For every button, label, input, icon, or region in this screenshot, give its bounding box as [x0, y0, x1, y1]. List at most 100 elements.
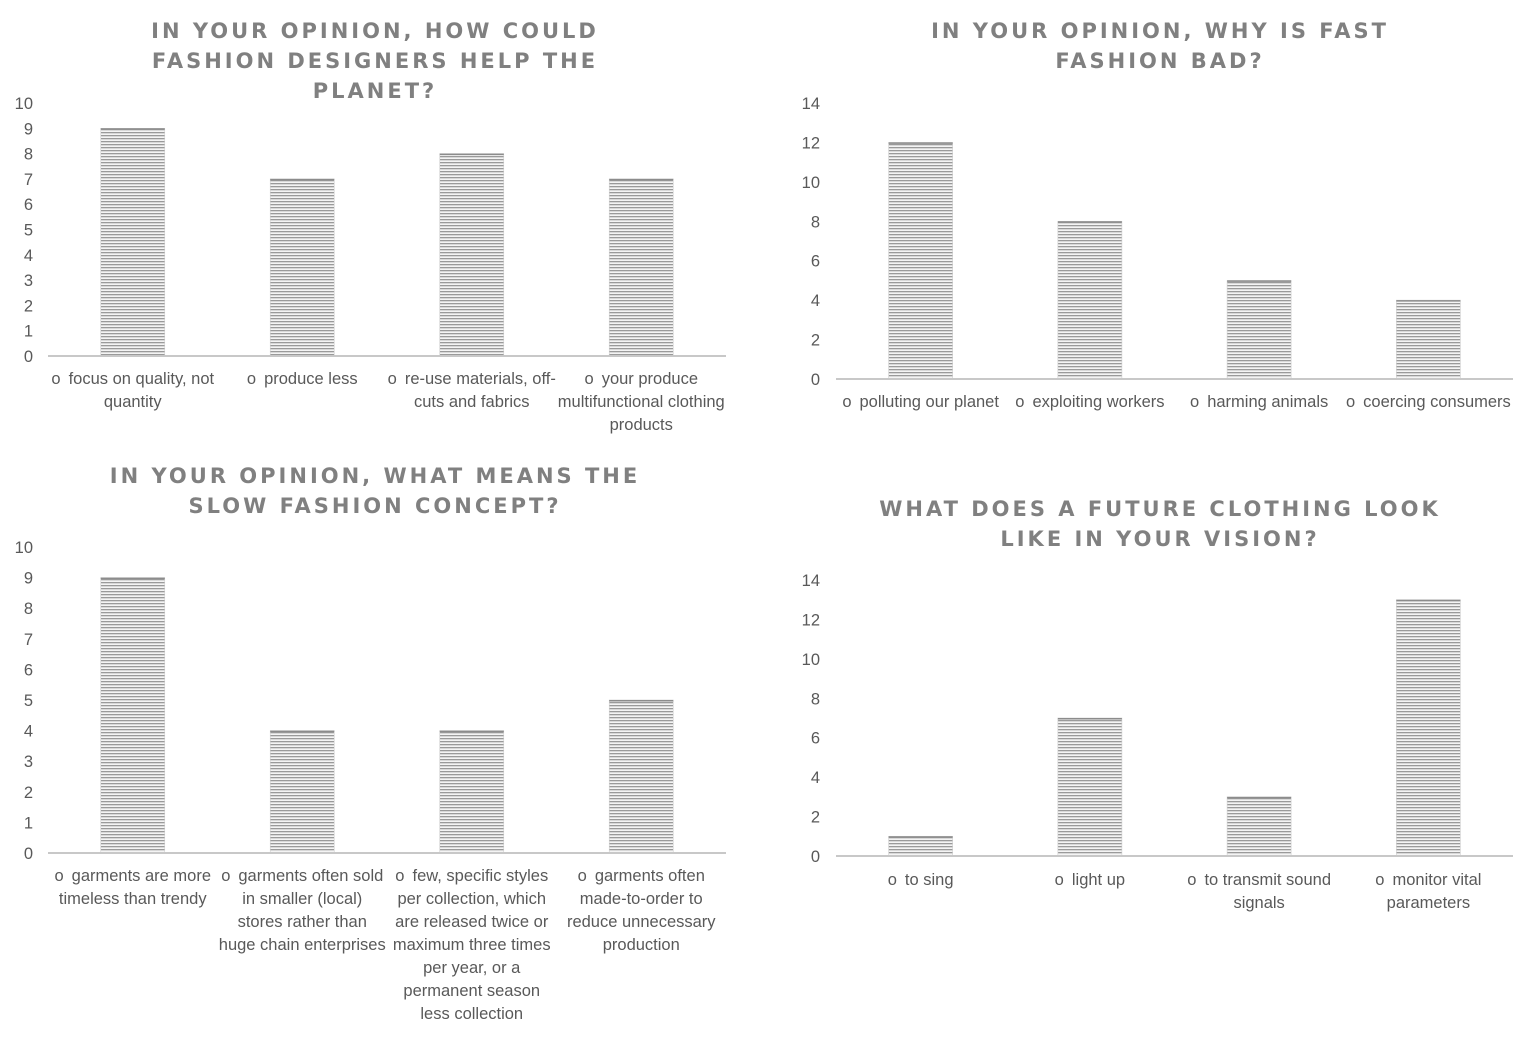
y-tick-label: 5: [24, 692, 33, 710]
category-text: garments often sold in smaller (local) s…: [218, 867, 386, 954]
y-tick-label: 3: [24, 753, 33, 771]
y-tick-label: 10: [15, 95, 33, 113]
bullet-marker: o: [1345, 393, 1356, 411]
x-category-label: o your produce multifunctional clothing p…: [556, 368, 726, 437]
bar: [608, 699, 674, 854]
y-tick-label: 14: [802, 95, 820, 113]
bar: [100, 128, 166, 357]
y-tick-label: 9: [24, 120, 33, 138]
category-text: focus on quality, not quantity: [68, 370, 215, 411]
chart-fast-fashion-bad: IN YOUR OPINION, WHY IS FAST FASHION BAD…: [0, 0, 1537, 440]
bar: [1057, 220, 1123, 380]
y-tick-label: 3: [24, 272, 33, 290]
x-category-label: o polluting our planet: [836, 391, 1006, 414]
bar: [100, 577, 166, 854]
bullet-marker: o: [1015, 393, 1025, 411]
y-tick-label: 8: [811, 213, 820, 231]
bullet-marker: o: [221, 867, 231, 885]
bullet-marker: o: [887, 871, 897, 889]
bar: [1057, 717, 1123, 857]
y-tick-label: 10: [15, 539, 33, 557]
category-text: monitor vital parameters: [1386, 871, 1482, 912]
bar: [439, 730, 505, 854]
y-tick-label: 9: [24, 570, 33, 588]
category-text: polluting our planet: [859, 393, 999, 411]
bar: [1396, 299, 1461, 380]
bullet-marker: o: [246, 370, 257, 388]
category-text: your produce multifunctional clothing pr…: [557, 370, 725, 434]
y-tick-label: 12: [802, 134, 820, 152]
y-tick-label: 6: [24, 196, 33, 214]
bar: [269, 178, 335, 357]
y-tick-label: 8: [24, 146, 33, 164]
x-category-label: o coercing consumers: [1343, 391, 1513, 414]
x-category-label: o exploiting workers: [1005, 391, 1175, 414]
bar: [608, 178, 674, 357]
x-category-label: o produce less: [217, 368, 387, 391]
bullet-marker: o: [395, 867, 405, 885]
bullet-marker: o: [1187, 871, 1197, 889]
x-category-label: o few, specific styles per collection, wh…: [388, 865, 556, 1026]
y-tick-label: 2: [24, 784, 33, 802]
category-text: garments often made-to-order to reduce u…: [566, 867, 716, 954]
category-text: produce less: [264, 370, 358, 388]
category-text: light up: [1071, 871, 1126, 889]
category-text: few, specific styles per collection, whi…: [392, 867, 551, 1023]
x-category-label: o garments often made-to-order to reduce …: [557, 865, 725, 957]
y-tick-label: 2: [811, 809, 820, 827]
chart-slow-fashion-concept: IN YOUR OPINION, WHAT MEANS THE SLOW FAS…: [0, 0, 768, 1039]
chart-title: IN YOUR OPINION, WHY IS FAST FASHION BAD…: [931, 19, 1389, 73]
y-tick-label: 6: [811, 730, 820, 748]
y-tick-label: 10: [802, 651, 820, 669]
chart-title: IN YOUR OPINION, WHAT MEANS THE SLOW FAS…: [109, 464, 641, 518]
bullet-marker: o: [51, 370, 61, 388]
y-tick-label: 1: [24, 323, 33, 341]
x-category-label: o focus on quality, not quantity: [48, 368, 218, 414]
chart-fashion-designers-help: IN YOUR OPINION, HOW COULD FASHION DESIG…: [0, 0, 768, 440]
y-tick-label: 7: [24, 171, 33, 189]
chart-3-plot: 0 2 4 6 8 10 12 14: [802, 572, 1513, 866]
chart-1-plot: 0 2 4 6 8 10 12 14: [802, 95, 1513, 389]
y-tick-label: 8: [811, 690, 820, 708]
y-tick-label: 4: [811, 769, 820, 787]
y-tick-label: 2: [811, 332, 820, 350]
bullet-marker: o: [584, 370, 594, 388]
x-category-label: o harming animals: [1174, 391, 1344, 414]
y-tick-label: 12: [802, 611, 820, 629]
y-tick-label: 14: [802, 572, 820, 590]
bullet-marker: o: [577, 867, 587, 885]
y-tick-label: 1: [24, 814, 33, 832]
bullet-marker: o: [1190, 393, 1200, 411]
x-category-label: o monitor vital parameters: [1341, 869, 1516, 915]
category-text: to transmit sound signals: [1204, 871, 1331, 912]
bar: [888, 835, 953, 857]
y-tick-label: 4: [811, 292, 820, 310]
x-category-label: o to sing: [833, 869, 1008, 892]
bullet-marker: o: [842, 393, 852, 411]
bullet-marker: o: [1375, 871, 1385, 889]
chart-2-plot: 0 1 2 3 4 5 6 7 8 9 10: [15, 539, 726, 863]
y-tick-label: 0: [811, 371, 820, 389]
category-text: to sing: [904, 871, 954, 889]
y-tick-label: 8: [24, 600, 33, 618]
bullet-marker: o: [54, 867, 64, 885]
chart-title: IN YOUR OPINION, HOW COULD FASHION DESIG…: [151, 19, 599, 103]
y-tick-label: 4: [24, 723, 33, 741]
y-tick-label: 4: [24, 247, 33, 265]
x-category-label: o re-use materials, off-cuts and fabrics: [387, 368, 557, 414]
category-text: garments are more timeless than trendy: [58, 867, 212, 908]
bar: [1226, 796, 1292, 857]
bullet-marker: o: [387, 370, 397, 388]
bar: [439, 153, 505, 357]
category-text: re-use materials, off-cuts and fabrics: [404, 370, 556, 411]
chart-0-plot: 0 1 2 3 4 5 6 7 8 9 10: [15, 95, 726, 366]
x-category-label: o light up: [1002, 869, 1177, 892]
bar: [888, 142, 953, 380]
category-text: harming animals: [1207, 393, 1329, 411]
bar: [1396, 599, 1461, 857]
y-tick-label: 2: [24, 297, 33, 315]
bullet-marker: o: [1054, 871, 1064, 889]
x-category-label: o to transmit sound signals: [1172, 869, 1347, 915]
